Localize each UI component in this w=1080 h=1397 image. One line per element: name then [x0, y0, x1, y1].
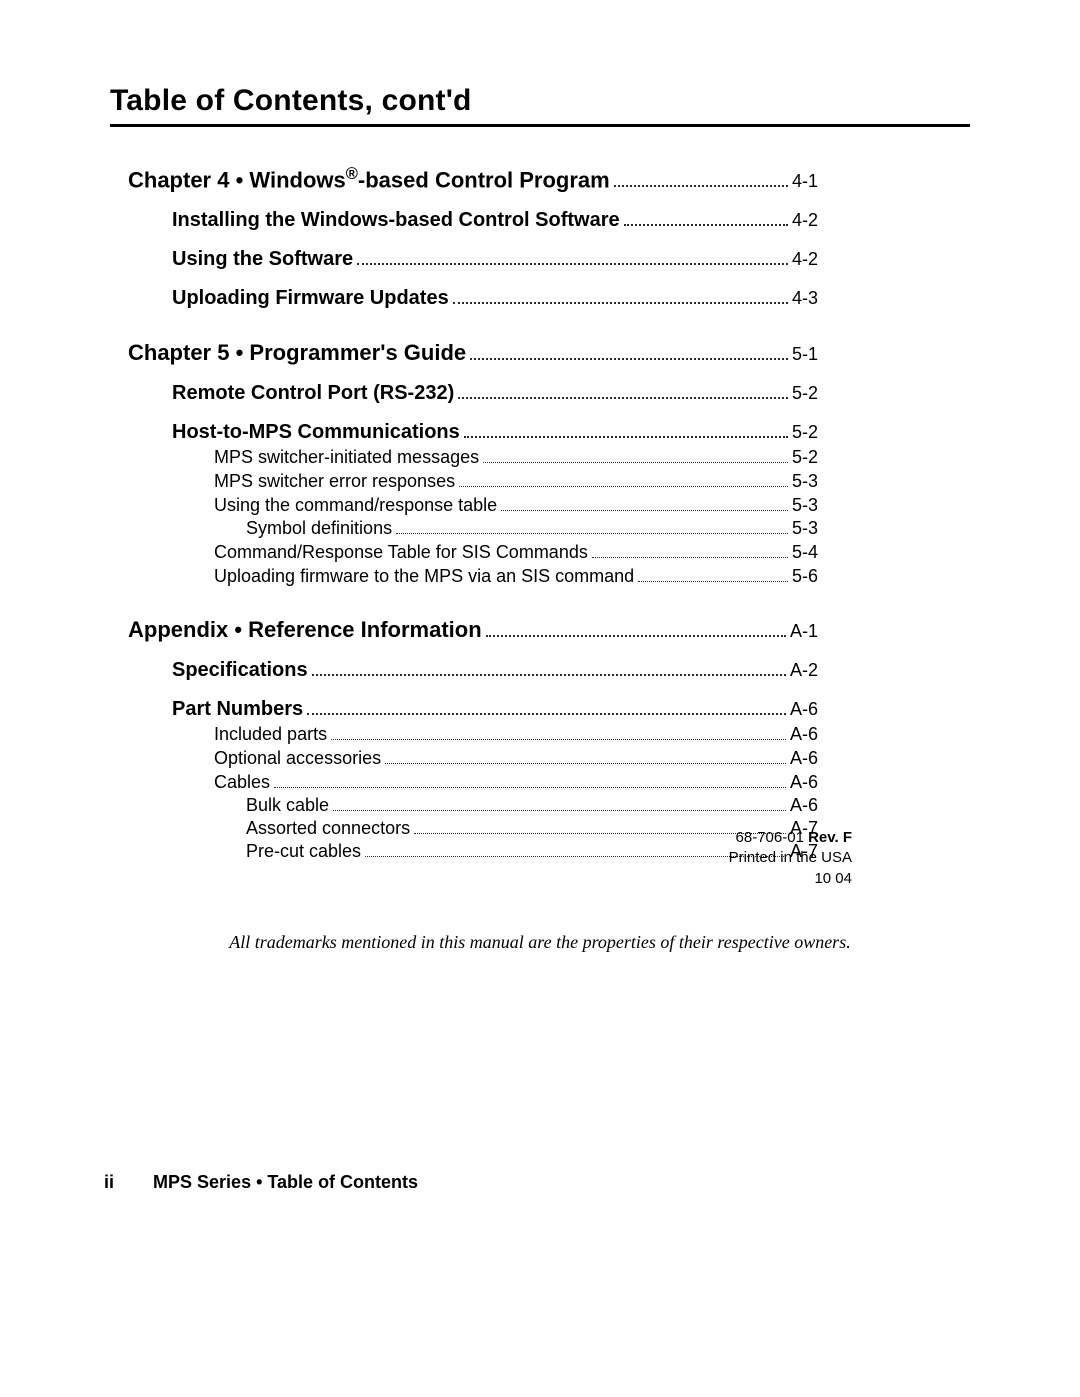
toc-entry-label: Included parts [214, 724, 327, 745]
toc-entry-page: A-6 [790, 699, 818, 720]
document-code-line: 68-706-01 Rev. F [729, 828, 852, 848]
toc-entry: Uploading firmware to the MPS via an SIS… [214, 566, 818, 587]
toc-entry-label: Part Numbers [172, 698, 303, 721]
toc-entry-page: 5-1 [792, 344, 818, 365]
toc-entry-label: Installing the Windows-based Control Sof… [172, 209, 620, 232]
toc-leader-dots [592, 547, 788, 558]
toc-entry-page: 5-3 [792, 495, 818, 516]
toc-entry-label: Symbol definitions [246, 518, 392, 539]
toc-entry: Chapter 4 • Windows®-based Control Progr… [128, 165, 818, 193]
toc-entry-page: 5-4 [792, 542, 818, 563]
toc-entry: Command/Response Table for SIS Commands 5… [214, 542, 818, 563]
toc-leader-dots [312, 664, 786, 676]
toc-entry-page: 5-2 [792, 422, 818, 443]
trademark-notice: All trademarks mentioned in this manual … [110, 932, 970, 953]
printed-in-line: Printed in the USA [729, 848, 852, 868]
toc-entry-page: 5-3 [792, 471, 818, 492]
toc-leader-dots [501, 500, 788, 511]
toc-leader-dots [624, 214, 788, 226]
toc-entry-label: Chapter 5 • Programmer's Guide [128, 340, 466, 366]
toc-leader-dots [486, 625, 786, 637]
toc-entry: Cables A-6 [214, 772, 818, 793]
toc-entry-page: 5-2 [792, 383, 818, 404]
toc-entry-label: Remote Control Port (RS-232) [172, 382, 454, 405]
document-id-block: 68-706-01 Rev. F Printed in the USA 10 0… [729, 828, 852, 889]
toc-entry-page: 5-3 [792, 518, 818, 539]
page-footer: ii MPS Series • Table of Contents [104, 1172, 418, 1193]
toc-leader-dots [331, 729, 786, 740]
date-code-line: 10 04 [729, 869, 852, 889]
toc-entry: Specifications A-2 [172, 659, 818, 682]
toc-entry-page: A-6 [790, 795, 818, 816]
toc-entry-page: 4-2 [792, 210, 818, 231]
toc-entry-page: A-2 [790, 660, 818, 681]
toc-leader-dots [638, 571, 788, 582]
toc-leader-dots [357, 253, 788, 265]
toc-leader-dots [459, 476, 788, 487]
toc-entry-label: MPS switcher error responses [214, 471, 455, 492]
toc-entry: Host-to-MPS Communications 5-2 [172, 421, 818, 444]
toc-entry: Chapter 5 • Programmer's Guide 5-1 [128, 340, 818, 366]
registered-trademark-icon: ® [346, 165, 358, 183]
toc-leader-dots [464, 426, 788, 438]
toc-entry-page: A-1 [790, 621, 818, 642]
page-title: Table of Contents, cont'd [110, 84, 970, 127]
toc-entry-label: Host-to-MPS Communications [172, 421, 460, 444]
document-page: Table of Contents, cont'd Chapter 4 • Wi… [0, 0, 1080, 1397]
toc-leader-dots [396, 523, 788, 534]
toc-entry-label: Using the Software [172, 248, 353, 271]
document-revision: Rev. F [808, 829, 852, 846]
toc-entry: Uploading Firmware Updates 4-3 [172, 287, 818, 310]
toc-entry-label: Bulk cable [246, 795, 329, 816]
toc-entry-label: Chapter 4 • Windows®-based Control Progr… [128, 165, 610, 193]
footer-text: MPS Series • Table of Contents [153, 1172, 418, 1192]
toc-entry-page: 4-2 [792, 249, 818, 270]
toc-leader-dots [385, 753, 786, 764]
toc-entry-label: Command/Response Table for SIS Commands [214, 542, 588, 563]
table-of-contents: Chapter 4 • Windows®-based Control Progr… [128, 165, 970, 862]
toc-entry: Installing the Windows-based Control Sof… [172, 209, 818, 232]
footer-page-number: ii [104, 1172, 114, 1193]
toc-leader-dots [453, 292, 788, 304]
toc-entry-label: Uploading firmware to the MPS via an SIS… [214, 566, 634, 587]
toc-entry-label: Cables [214, 772, 270, 793]
toc-entry-label: Using the command/response table [214, 495, 497, 516]
toc-entry-page: A-6 [790, 724, 818, 745]
toc-entry-page: 5-2 [792, 447, 818, 468]
toc-entry-label: Uploading Firmware Updates [172, 287, 449, 310]
toc-entry: Included parts A-6 [214, 724, 818, 745]
toc-entry-page: 4-1 [792, 171, 818, 192]
toc-entry-page: A-6 [790, 748, 818, 769]
toc-leader-dots [274, 777, 786, 788]
toc-entry: MPS switcher-initiated messages 5-2 [214, 447, 818, 468]
toc-leader-dots [333, 800, 786, 811]
toc-entry: Optional accessories A-6 [214, 748, 818, 769]
toc-entry-page: 5-6 [792, 566, 818, 587]
toc-leader-dots [307, 703, 786, 715]
toc-entry: Symbol definitions 5-3 [246, 518, 818, 539]
toc-leader-dots [483, 452, 788, 463]
toc-entry: Using the command/response table 5-3 [214, 495, 818, 516]
toc-entry-label: Optional accessories [214, 748, 381, 769]
toc-leader-dots [470, 348, 788, 360]
toc-entry-page: A-6 [790, 772, 818, 793]
toc-leader-dots [458, 387, 788, 399]
toc-entry: Using the Software 4-2 [172, 248, 818, 271]
toc-entry-page: 4-3 [792, 288, 818, 309]
toc-entry: Remote Control Port (RS-232) 5-2 [172, 382, 818, 405]
toc-leader-dots [614, 175, 788, 187]
toc-entry-label: MPS switcher-initiated messages [214, 447, 479, 468]
toc-entry-label: Pre-cut cables [246, 841, 361, 862]
toc-leader-dots [365, 846, 786, 857]
toc-entry: Appendix • Reference Information A-1 [128, 617, 818, 643]
toc-entry-label: Appendix • Reference Information [128, 617, 482, 643]
toc-entry: Part Numbers A-6 [172, 698, 818, 721]
document-code-prefix: 68-706-01 [736, 829, 809, 846]
toc-entry: Bulk cable A-6 [246, 795, 818, 816]
toc-entry-label: Specifications [172, 659, 308, 682]
toc-entry-label: Assorted connectors [246, 818, 410, 839]
toc-entry: MPS switcher error responses 5-3 [214, 471, 818, 492]
